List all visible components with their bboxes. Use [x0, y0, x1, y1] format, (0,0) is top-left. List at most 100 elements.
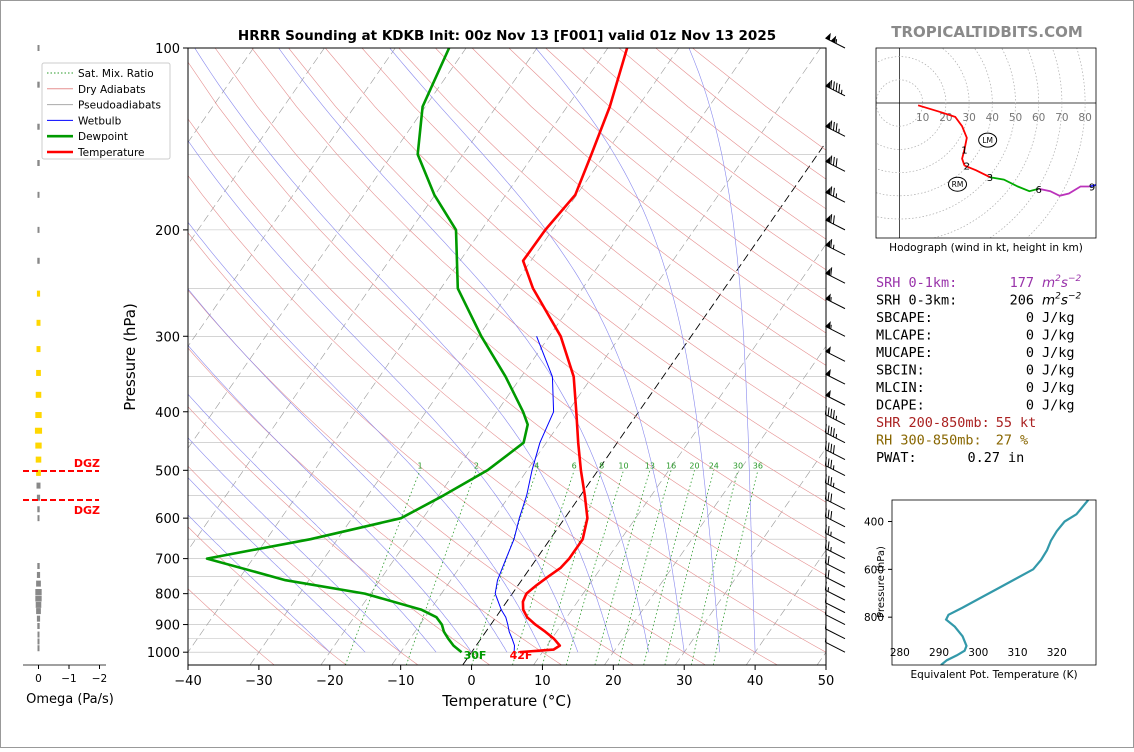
mixing-ratio-label: 10: [618, 461, 628, 470]
y-tick-label: 200: [155, 224, 180, 239]
omega-bar: [38, 645, 40, 651]
dgz-top-label: DGZ: [74, 457, 100, 470]
omega-bar: [35, 596, 41, 602]
x-tick-label: −20: [316, 674, 343, 689]
index-value: 55: [996, 415, 1012, 431]
legend-entry: Pseudoadiabats: [78, 100, 161, 112]
mixing-ratio-label: 16: [666, 461, 676, 470]
dgz-bottom-label: DGZ: [74, 504, 100, 517]
hodograph-ring-label: 40: [986, 112, 999, 124]
index-value: 0: [1026, 345, 1034, 361]
index-label: SRH 0-3km:: [876, 293, 957, 309]
omega-bar: [37, 483, 41, 489]
index-unit: J/kg: [1042, 310, 1075, 326]
hodograph-height-label: 2: [964, 162, 970, 173]
y-tick-label: 1000: [147, 646, 180, 661]
index-unit: J/kg: [1042, 398, 1075, 414]
omega-bar: [37, 563, 39, 569]
omega-bar: [37, 258, 39, 264]
x-tick-label: 50: [818, 674, 835, 689]
chart-legend: Sat. Mix. Ratio Dry Adiabats Pseudoadiabat…: [42, 63, 170, 159]
omega-bar: [36, 581, 41, 587]
mixing-ratio-label: 24: [709, 461, 719, 470]
y-tick-label: 300: [155, 330, 180, 345]
index-label: MLCAPE:: [876, 328, 933, 344]
x-tick-label: 30: [676, 674, 693, 689]
omega-tick-label: 0: [35, 673, 42, 685]
index-value: 27: [996, 433, 1012, 449]
theta-x-tick-label: 310: [1008, 647, 1028, 659]
y-tick-label: 800: [155, 588, 180, 603]
index-label: PWAT:: [876, 450, 917, 466]
legend-entry: Dry Adiabats: [78, 84, 146, 96]
mixing-ratio-label: 4: [534, 461, 539, 470]
mixing-ratio-label: 2: [474, 461, 479, 470]
mixing-ratio-label: 1: [418, 461, 423, 470]
legend-entry: Sat. Mix. Ratio: [78, 68, 154, 80]
omega-bar: [38, 638, 40, 644]
omega-bar: [37, 124, 39, 130]
omega-bar: [37, 291, 40, 297]
surface-dewpoint-label: 30F: [464, 649, 487, 662]
theta-x-tick-label: 320: [1047, 647, 1067, 659]
index-label: SBCAPE:: [876, 310, 933, 326]
index-label: RH 300-850mb:: [876, 433, 982, 449]
x-tick-label: 40: [747, 674, 764, 689]
storm-motion-label: LM: [982, 136, 993, 145]
index-label: SHR 200-850mb:: [876, 415, 990, 431]
hodograph-ring-label: 10: [916, 112, 929, 124]
index-label: SBCIN:: [876, 363, 925, 379]
omega-bar: [37, 320, 41, 326]
theta-x-tick-label: 300: [968, 647, 988, 659]
index-unit: J/kg: [1042, 363, 1075, 379]
legend-entry: Wetbulb: [78, 115, 122, 127]
omega-bar: [36, 457, 42, 463]
y-tick-label: 500: [155, 464, 180, 479]
mixing-ratio-label: 20: [689, 461, 699, 470]
hodograph-ring-label: 60: [1032, 112, 1045, 124]
omega-bar: [36, 608, 41, 614]
mixing-ratio-label: 6: [572, 461, 577, 470]
omega-bar: [37, 506, 39, 512]
omega-bar: [37, 160, 39, 166]
omega-bar: [36, 602, 42, 608]
index-value: 0: [1026, 328, 1034, 344]
index-unit: kt: [1020, 415, 1036, 431]
omega-tick-label: −1: [61, 673, 76, 685]
figure-title: HRRR Sounding at KDKB Init: 00z Nov 13 […: [238, 28, 776, 44]
index-value: 177: [1010, 275, 1034, 291]
omega-bar: [35, 443, 41, 449]
omega-bar: [35, 412, 41, 418]
index-unit: J/kg: [1042, 345, 1075, 361]
omega-bar: [37, 82, 39, 88]
omega-bar: [35, 428, 42, 434]
hodograph-label: Hodograph (wind in kt, height in km): [889, 242, 1083, 254]
y-tick-label: 400: [155, 406, 180, 421]
y-tick-label: 100: [155, 42, 180, 57]
legend-entry: Dewpoint: [78, 131, 128, 143]
omega-xlabel: Omega (Pa/s): [26, 692, 114, 707]
skewt-ylabel: Pressure (hPa): [121, 303, 139, 411]
omega-bar: [38, 45, 40, 51]
index-value: 0: [1026, 380, 1034, 396]
omega-bar: [37, 623, 39, 629]
skewt-xlabel: Temperature (°C): [441, 692, 571, 710]
hodograph-ring-label: 30: [962, 112, 975, 124]
y-tick-label: 700: [155, 553, 180, 568]
mixing-ratio-label: 30: [733, 461, 743, 470]
omega-bar: [36, 392, 42, 398]
hodograph-ring-label: 70: [1055, 112, 1068, 124]
hodograph-height-label: 9: [1089, 183, 1095, 194]
legend-entry: Temperature: [77, 147, 145, 159]
mixing-ratio-label: 13: [645, 461, 655, 470]
mixing-ratio-label: 36: [753, 461, 763, 470]
omega-bar: [36, 370, 41, 376]
surface-temperature-label: 42F: [510, 649, 533, 662]
y-tick-label: 600: [155, 512, 180, 527]
storm-motion-label: RM: [952, 180, 964, 189]
omega-bar: [37, 616, 40, 622]
x-tick-label: −30: [245, 674, 272, 689]
index-value: 206: [1010, 293, 1034, 309]
x-tick-label: −10: [387, 674, 414, 689]
hodograph-height-label: 1: [961, 145, 967, 156]
